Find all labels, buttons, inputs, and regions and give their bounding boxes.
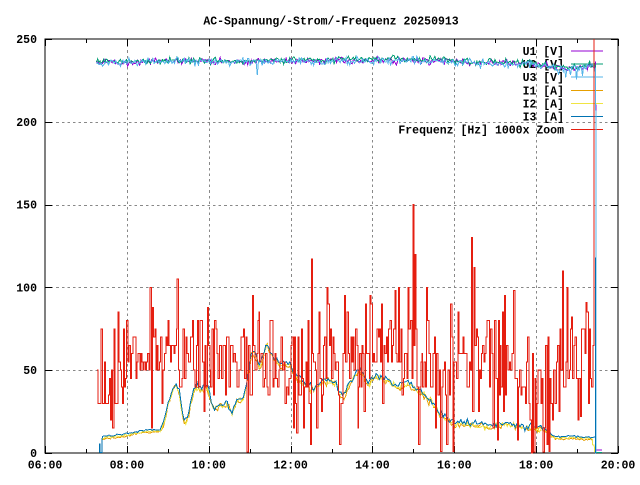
svg-text:I1 [A]: I1 [A]: [523, 85, 564, 98]
svg-text:06:00: 06:00: [28, 460, 63, 473]
svg-text:20:00: 20:00: [601, 460, 636, 473]
svg-text:Frequenz [Hz] 1000x Zoom: Frequenz [Hz] 1000x Zoom: [398, 125, 564, 138]
svg-text:250: 250: [16, 34, 37, 47]
svg-text:100: 100: [16, 282, 37, 295]
svg-text:AC-Spannung/-Strom/-Frequenz 2: AC-Spannung/-Strom/-Frequenz 20250913: [203, 16, 458, 29]
svg-text:08:00: 08:00: [110, 460, 145, 473]
svg-text:16:00: 16:00: [437, 460, 472, 473]
svg-text:U1 [V]: U1 [V]: [523, 46, 564, 59]
svg-text:I2 [A]: I2 [A]: [523, 98, 564, 111]
svg-text:150: 150: [16, 200, 37, 213]
svg-text:18:00: 18:00: [519, 460, 554, 473]
svg-text:10:00: 10:00: [191, 460, 226, 473]
svg-text:14:00: 14:00: [355, 460, 390, 473]
svg-text:50: 50: [23, 365, 37, 378]
svg-text:U3 [V]: U3 [V]: [523, 72, 564, 85]
svg-text:0: 0: [30, 448, 37, 461]
svg-text:12:00: 12:00: [273, 460, 308, 473]
svg-text:200: 200: [16, 117, 37, 130]
svg-text:I3 [A]: I3 [A]: [523, 112, 564, 125]
